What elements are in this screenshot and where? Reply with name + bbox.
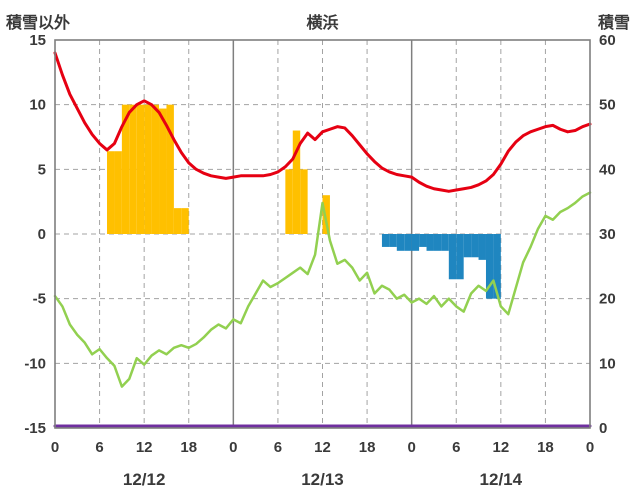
y-left-tick-label: -5 xyxy=(33,291,46,308)
x-tick-label: 6 xyxy=(452,439,460,456)
orange-bar xyxy=(285,169,293,234)
x-tick-label: 18 xyxy=(180,439,197,456)
y-left-tick-label: 5 xyxy=(38,161,46,178)
y-right-tick-label: 10 xyxy=(599,355,616,372)
y-right-tick-label: 0 xyxy=(599,420,607,437)
green-line xyxy=(53,191,592,388)
y-right-tick-label: 40 xyxy=(599,161,616,178)
blue-bar xyxy=(419,234,427,247)
y-left-tick-label: 15 xyxy=(29,32,46,49)
orange-bar xyxy=(322,195,330,234)
x-tick-label: 6 xyxy=(274,439,282,456)
x-tick-label: 12 xyxy=(492,439,509,456)
orange-bar xyxy=(151,104,160,235)
y-left-tick-label: 0 xyxy=(38,226,46,243)
date-label: 12/12 xyxy=(123,470,166,489)
x-tick-label: 18 xyxy=(359,439,376,456)
blue-bar xyxy=(381,234,390,247)
x-tick-label: 12 xyxy=(314,439,331,456)
red-line xyxy=(53,51,592,193)
blue-bar xyxy=(404,234,412,251)
plot-border xyxy=(54,39,591,429)
x-tick-label: 6 xyxy=(95,439,103,456)
blue-bar xyxy=(411,234,420,251)
orange-bar xyxy=(129,104,137,235)
blue-bar xyxy=(448,234,457,280)
x-tick-label: 0 xyxy=(229,439,237,456)
orange-bar xyxy=(181,208,189,234)
right-axis-title: 積雪 xyxy=(597,15,630,32)
blue-bar xyxy=(485,234,494,299)
blue-bar xyxy=(396,234,405,251)
blue-bar xyxy=(471,234,479,258)
orange-bar xyxy=(166,104,174,235)
y-right-tick-label: 60 xyxy=(599,32,616,49)
orange-bar xyxy=(292,130,301,234)
blue-bar xyxy=(389,234,397,247)
blue-bar xyxy=(463,234,472,258)
y-left-tick-label: 10 xyxy=(29,97,46,114)
orange-bar xyxy=(144,104,152,235)
x-tick-label: 0 xyxy=(407,439,415,456)
x-tick-label: 18 xyxy=(537,439,554,456)
chart-title: 横浜 xyxy=(306,15,339,32)
blue-bar xyxy=(441,234,449,251)
orange-bar xyxy=(114,151,122,234)
x-tick-label: 0 xyxy=(586,439,594,456)
y-right-tick-label: 20 xyxy=(599,291,616,308)
y-right-tick-label: 50 xyxy=(599,97,616,114)
x-tick-label: 0 xyxy=(51,439,59,456)
y-left-tick-label: -15 xyxy=(24,420,46,437)
x-tick-label: 12 xyxy=(136,439,153,456)
y-left-tick-label: -10 xyxy=(24,355,46,372)
y-right-tick-label: 30 xyxy=(599,226,616,243)
orange-bar xyxy=(159,108,167,234)
orange-bar xyxy=(107,151,115,234)
left-axis-title: 積雪以外 xyxy=(6,15,71,32)
blue-bar xyxy=(456,234,464,280)
blue-bar xyxy=(433,234,442,251)
date-label: 12/13 xyxy=(301,470,344,489)
date-label: 12/14 xyxy=(480,470,523,489)
orange-bar xyxy=(300,169,308,234)
orange-bar xyxy=(173,208,182,234)
orange-bar xyxy=(136,104,145,235)
blue-bar xyxy=(493,234,501,299)
blue-bar xyxy=(426,234,434,251)
blue-bar xyxy=(478,234,486,260)
orange-bar xyxy=(121,104,130,235)
